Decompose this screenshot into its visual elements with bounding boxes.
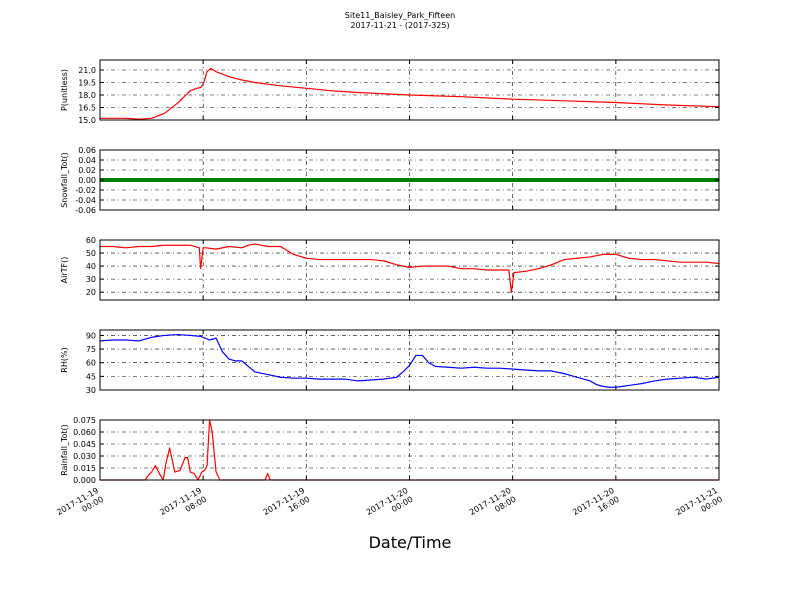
y-tick-label: 0.02 (78, 166, 96, 175)
panel-5: 0.000 0.015 0.030 0.045 0.060 0.075 Rainfall_T… (60, 416, 720, 485)
series-line (99, 333, 720, 388)
x-tick-label: 2017-11-1916:00 (262, 486, 312, 526)
y-tick-label: 0.00 (78, 176, 96, 185)
chart-title: Site11_Baisley_Park_Fifteen (344, 11, 456, 20)
y-axis-label: Snowfall_Tot() (60, 152, 69, 208)
y-tick-label: 15.0 (78, 116, 96, 125)
y-tick-label: 30 (86, 275, 96, 284)
y-tick-label: 45 (86, 372, 96, 381)
y-axis-label: P(unitless) (60, 69, 69, 111)
y-tick-label: 0.015 (73, 464, 96, 473)
x-tick-label: 2017-11-1900:00 (55, 486, 105, 526)
x-tick-label: 2017-11-1908:00 (158, 486, 208, 526)
panel-1: 15.0 16.5 18.0 19.5 21.0 P(unitless) (60, 59, 720, 125)
y-tick-label: 60 (86, 236, 96, 245)
x-tick-label: 2017-11-2016:00 (571, 486, 621, 526)
y-tick-label: 0.04 (78, 156, 96, 165)
y-tick-label: 21.0 (78, 66, 96, 75)
panel-2: -0.06-0.04-0.020.000.020.040.06 Snowfall_… (60, 146, 720, 215)
series-line (100, 243, 720, 293)
y-tick-label: 18.0 (78, 91, 96, 100)
series-line (100, 67, 720, 120)
y-tick-label: 19.5 (78, 79, 96, 88)
x-tick-label: 2017-11-2000:00 (365, 486, 415, 526)
y-tick-label: 60 (86, 359, 96, 368)
y-axis-label: AirTF() (60, 257, 69, 284)
y-tick-label: 0.075 (73, 416, 96, 425)
x-tick-label: 2017-11-2008:00 (468, 486, 518, 526)
y-tick-label: 50 (86, 249, 96, 258)
x-axis-label: Date/Time (368, 533, 452, 552)
y-tick-label: 0.045 (73, 440, 96, 449)
y-tick-label: 90 (86, 331, 96, 340)
y-tick-label: 0.030 (73, 452, 96, 461)
y-tick-label: 75 (86, 345, 96, 354)
y-tick-label: 0.000 (73, 476, 96, 485)
y-tick-label: 0.06 (78, 146, 96, 155)
y-tick-label: 20 (86, 288, 96, 297)
panel-4: 30 45 60 75 90 RH(%) (60, 329, 720, 395)
y-tick-label: -0.06 (75, 206, 96, 215)
y-tick-label: 30 (86, 386, 96, 395)
y-tick-label: 40 (86, 262, 96, 271)
y-tick-label: 0.060 (73, 428, 96, 437)
x-tick-label: 2017-11-2100:00 (674, 486, 724, 526)
y-tick-label: -0.02 (75, 186, 96, 195)
chart-subtitle: 2017-11-21 - (2017-325) (350, 21, 450, 30)
y-axis-label: RH(%) (60, 347, 69, 372)
panel-3: 20 30 40 50 60 AirTF() (60, 236, 720, 301)
y-tick-label: -0.04 (75, 196, 96, 205)
y-tick-label: 16.5 (78, 104, 96, 113)
y-axis-label: Rainfall_Tot() (60, 424, 69, 476)
